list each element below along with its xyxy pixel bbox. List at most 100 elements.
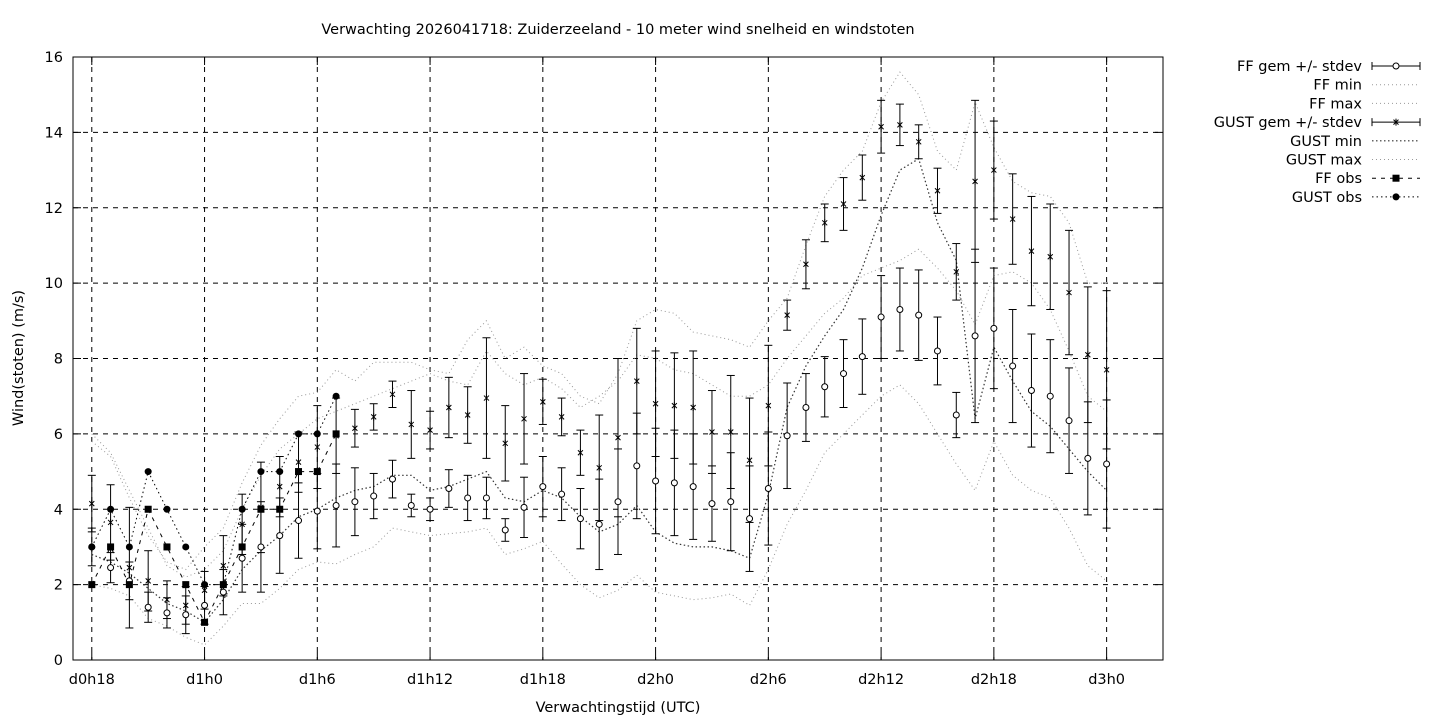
ff-obs-point bbox=[201, 618, 209, 626]
ff-mean-point bbox=[1084, 454, 1092, 462]
gust-mean-point bbox=[464, 411, 471, 419]
ff-mean-point bbox=[933, 347, 941, 355]
gust-mean-point bbox=[276, 483, 283, 491]
ff-mean-point bbox=[539, 483, 547, 491]
gust-mean-point bbox=[652, 400, 659, 408]
ff-mean-point bbox=[370, 492, 378, 500]
gust-mean-point bbox=[915, 138, 922, 146]
y-tick-label: 10 bbox=[45, 276, 63, 292]
legend-label: GUST max bbox=[1286, 153, 1363, 169]
ff-mean-point bbox=[464, 494, 472, 502]
markers bbox=[88, 121, 1111, 626]
ff-mean-point bbox=[576, 515, 584, 523]
ff-mean-point bbox=[313, 507, 321, 515]
gust-mean-point bbox=[88, 500, 95, 508]
x-tick-label: d1h6 bbox=[299, 672, 336, 688]
gust-mean-point bbox=[558, 413, 565, 421]
ff-mean-point bbox=[388, 475, 396, 483]
ff-mean-point bbox=[764, 485, 772, 493]
gust-mean-point bbox=[784, 311, 790, 319]
x-tick-label: d2h6 bbox=[750, 672, 787, 688]
gust-mean-point bbox=[596, 464, 603, 472]
gust-mean-point bbox=[295, 458, 302, 466]
gust-mean-point bbox=[1028, 247, 1035, 255]
gust-mean-point bbox=[389, 390, 396, 398]
legend-label: GUST min bbox=[1290, 134, 1362, 150]
gust-mean-point bbox=[859, 174, 866, 182]
x-tick-label: d1h0 bbox=[186, 672, 223, 688]
gust-obs-point bbox=[257, 468, 265, 476]
gust-obs-point bbox=[313, 430, 321, 438]
ff-mean-point bbox=[952, 411, 960, 419]
ff-mean-point bbox=[802, 403, 810, 411]
gust-mean-point bbox=[126, 564, 133, 572]
y-tick-label: 14 bbox=[45, 125, 63, 141]
ff-mean-point bbox=[821, 383, 829, 391]
gust-mean-point bbox=[521, 415, 527, 423]
gust-mean-point bbox=[502, 439, 509, 447]
gust-obs-point bbox=[163, 505, 171, 513]
legend-swatch-marker bbox=[1392, 62, 1400, 70]
gust-mean-point bbox=[934, 187, 941, 195]
gust-obs-point bbox=[219, 581, 227, 589]
ff-mean-point bbox=[482, 494, 490, 502]
gust-mean-point bbox=[427, 426, 433, 434]
y-tick-label: 6 bbox=[54, 427, 63, 443]
gust-mean-point bbox=[577, 449, 584, 457]
ff-max-line bbox=[91, 248, 1107, 578]
observation-lines bbox=[91, 395, 337, 624]
gust-mean-point bbox=[314, 443, 321, 451]
x-tick-label: d2h12 bbox=[858, 672, 904, 688]
ff-mean-point bbox=[107, 564, 115, 572]
ff-obs-point bbox=[332, 430, 340, 438]
gust-obs-point bbox=[107, 505, 115, 513]
x-tick-label: d3h0 bbox=[1088, 672, 1125, 688]
gust-mean-point bbox=[615, 434, 621, 442]
ff-mean-point bbox=[1103, 460, 1111, 468]
gust-mean-point bbox=[1084, 351, 1091, 359]
gust-mean-point bbox=[1047, 253, 1054, 261]
ff-mean-point bbox=[201, 601, 209, 609]
gust-mean-point bbox=[145, 577, 152, 585]
gust-mean-point bbox=[483, 394, 490, 402]
gust-mean-point bbox=[352, 424, 358, 432]
gust-mean-point bbox=[840, 200, 847, 208]
gust-mean-point bbox=[953, 268, 960, 276]
x-tick-label: d1h18 bbox=[520, 672, 566, 688]
ff-obs-point bbox=[313, 468, 321, 476]
x-axis-label: Verwachtingstijd (UTC) bbox=[536, 700, 701, 716]
legend-swatch-marker bbox=[1392, 174, 1400, 182]
gust-mean-point bbox=[164, 596, 170, 604]
legend-label: FF gem +/- stdev bbox=[1237, 59, 1362, 75]
gust-mean-point bbox=[991, 166, 997, 174]
gust-obs-point bbox=[182, 543, 190, 551]
x-tick-label: d0h18 bbox=[69, 672, 115, 688]
ff-mean-point bbox=[990, 324, 998, 332]
ff-mean-point bbox=[633, 462, 641, 470]
ff-mean-point bbox=[614, 498, 622, 506]
ff-obs-point bbox=[257, 505, 265, 513]
gust-mean-point bbox=[727, 428, 734, 436]
ff-mean-point bbox=[746, 515, 754, 523]
ff-mean-point bbox=[219, 588, 227, 596]
legend-label: FF obs bbox=[1315, 171, 1362, 187]
legend: FF gem +/- stdev FF min FF max GUST gem +/-… bbox=[1214, 59, 1421, 206]
gust-mean-point bbox=[1066, 289, 1072, 297]
ff-mean-point bbox=[840, 370, 848, 378]
ff-obs-point bbox=[295, 468, 303, 476]
legend-label: GUST obs bbox=[1292, 190, 1362, 206]
ff-obs-line bbox=[91, 433, 337, 624]
ff-mean-point bbox=[501, 526, 509, 534]
gust-mean-point bbox=[446, 403, 452, 411]
ff-mean-point bbox=[783, 432, 791, 440]
ff-mean-point bbox=[708, 500, 716, 508]
ff-mean-point bbox=[896, 306, 904, 314]
ff-mean-point bbox=[877, 313, 885, 321]
ff-mean-point bbox=[238, 554, 246, 562]
ff-mean-point bbox=[1027, 387, 1035, 395]
gust-mean-point bbox=[821, 219, 828, 227]
ff-mean-point bbox=[689, 483, 697, 491]
legend-swatch-marker bbox=[1392, 193, 1400, 201]
ff-mean-point bbox=[727, 498, 735, 506]
ff-obs-point bbox=[125, 581, 133, 589]
